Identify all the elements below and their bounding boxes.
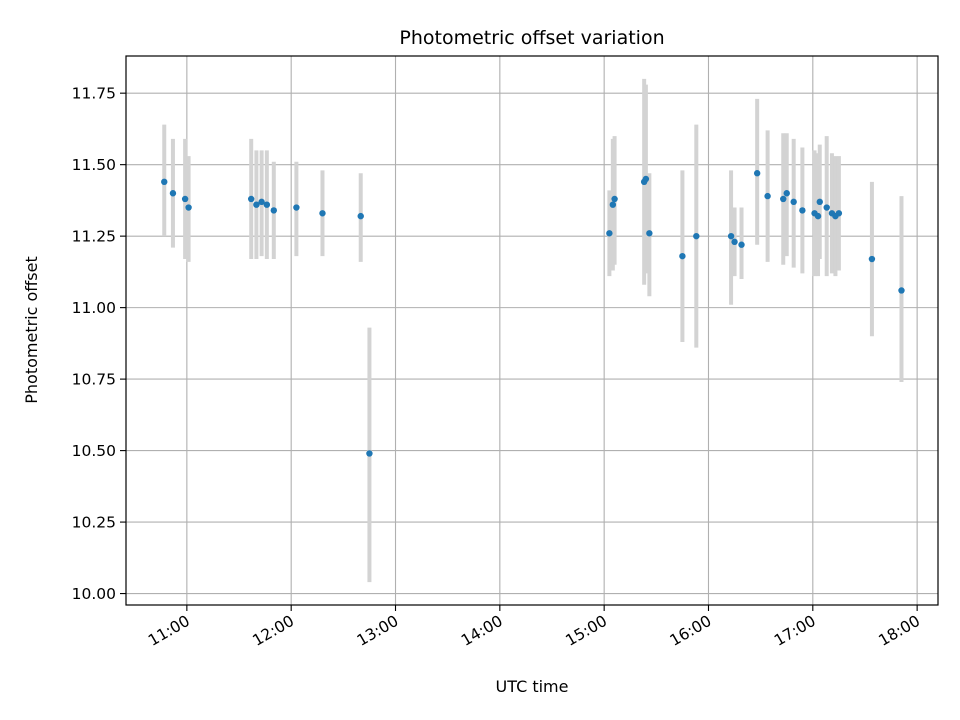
y-axis: 10.00 10.25 10.50 10.75 11.00 11.25 11.50 11.75: [72, 85, 126, 603]
data-point: [293, 204, 300, 211]
data-point: [609, 201, 617, 208]
data-point: [263, 201, 271, 208]
plot-frame: [125, 55, 939, 606]
y-tick-label: 10.00: [72, 585, 116, 603]
data-point: [790, 198, 797, 206]
y-tick-label: 11.25: [72, 228, 116, 246]
data-points: [161, 170, 905, 457]
data-point: [319, 210, 326, 217]
data-point: [270, 207, 277, 214]
data-point: [814, 212, 822, 220]
data-point: [169, 190, 177, 197]
data-point: [357, 212, 364, 220]
y-tick-label: 11.00: [72, 299, 116, 317]
data-point: [753, 170, 761, 177]
data-point: [185, 204, 192, 211]
data-point: [181, 195, 189, 203]
data-point: [247, 195, 255, 203]
data-point: [646, 230, 653, 237]
chart-title: Photometric offset variation: [399, 27, 664, 49]
data-point: [161, 178, 168, 186]
data-point: [898, 287, 905, 294]
data-point: [835, 210, 843, 217]
data-point: [642, 175, 650, 183]
y-tick-label: 10.50: [72, 442, 116, 460]
data-point: [366, 450, 373, 457]
data-point: [693, 232, 700, 240]
y-tick-label: 11.75: [72, 85, 116, 103]
data-point: [868, 255, 876, 263]
data-point: [816, 198, 823, 206]
data-point: [727, 232, 735, 240]
data-point: [611, 195, 618, 203]
data-point: [764, 192, 771, 200]
data-point: [783, 190, 790, 197]
data-point: [738, 241, 745, 248]
data-point: [799, 207, 806, 214]
data-point: [258, 198, 265, 206]
data-point: [606, 230, 613, 237]
y-tick-label: 10.25: [72, 514, 116, 532]
y-tick-label: 11.50: [72, 156, 116, 174]
data-point: [253, 201, 260, 208]
data-point: [679, 252, 686, 260]
data-point: [731, 238, 738, 246]
x-axis-label: UTC time: [496, 677, 569, 696]
data-point: [780, 195, 787, 203]
data-point: [823, 204, 830, 211]
y-axis-label: Photometric offset: [22, 256, 41, 404]
y-tick-label: 10.75: [72, 371, 116, 389]
